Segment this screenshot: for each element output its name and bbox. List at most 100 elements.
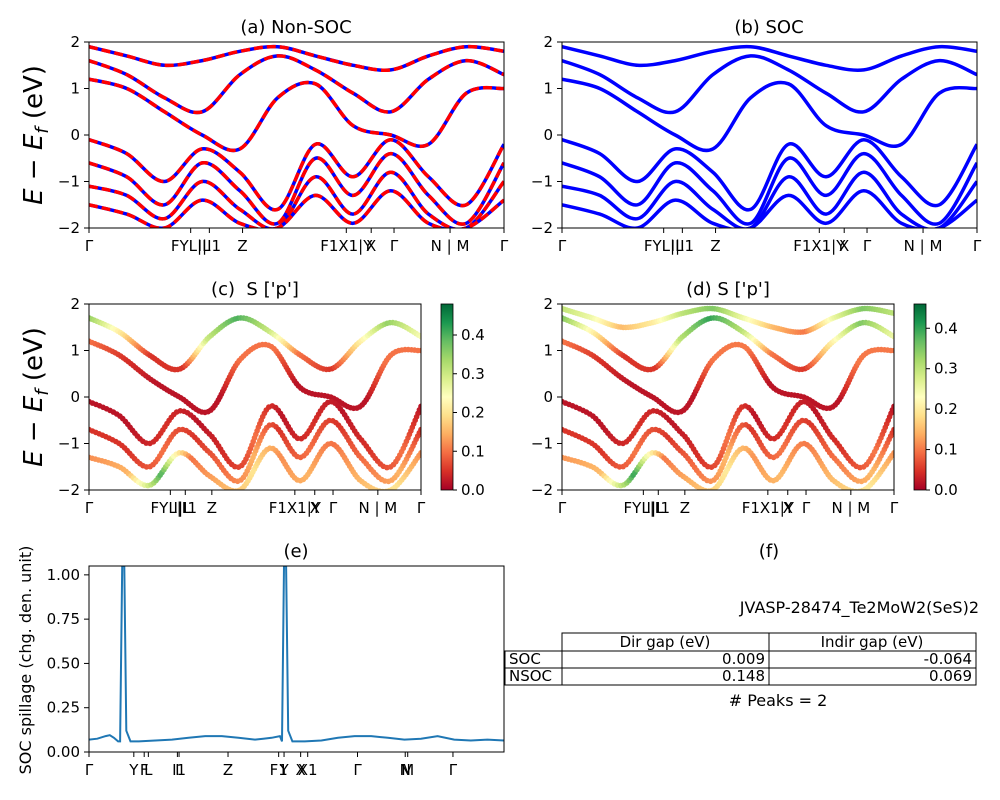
x-tick-label: FYL|L bbox=[644, 237, 684, 255]
x-tick-label: X bbox=[839, 237, 849, 255]
y-tick-label: 0 bbox=[70, 388, 80, 406]
colorbar-tick-label: 0.2 bbox=[934, 400, 958, 418]
x-tick-label: Γ bbox=[390, 237, 399, 255]
x-tick-label: Γ bbox=[329, 499, 338, 517]
x-tick-label: Γ bbox=[449, 761, 458, 779]
y-tick-label: −1 bbox=[531, 173, 553, 191]
x-tick-label: Γ bbox=[417, 499, 426, 517]
panel-e-yticks: 0.00 0.25 0.50 0.75 1.00 bbox=[47, 566, 89, 761]
table-row-label: NSOC bbox=[509, 667, 552, 685]
panel-b-series bbox=[562, 44, 977, 228]
x-tick-label: X bbox=[310, 499, 320, 517]
panel-e: (e) 0.000.250.500.751.00 Γ Y FL II1 Z F1Y XX1 Γ… bbox=[47, 541, 505, 779]
colorbar-tick-label: 0.1 bbox=[461, 442, 485, 460]
y-tick-label: 1 bbox=[70, 80, 80, 98]
y-tick-label: −1 bbox=[58, 435, 80, 453]
projection-point bbox=[891, 450, 894, 456]
x-tick-label: Γ bbox=[558, 237, 567, 255]
x-tick-label: N bbox=[400, 761, 411, 779]
y-tick-label: 0.00 bbox=[47, 743, 80, 761]
y-tick-label: −2 bbox=[58, 481, 80, 499]
x-tick-label: F1X1|Y bbox=[793, 237, 846, 255]
colorbar-d-ticks: 0.0 0.1 0.2 0.3 0.4 bbox=[926, 319, 958, 499]
x-tick-label: F1 bbox=[270, 761, 288, 779]
panel-e-series bbox=[89, 566, 504, 743]
x-tick-label: M bbox=[401, 761, 414, 779]
band-line bbox=[562, 137, 977, 212]
table-cell-value: 0.069 bbox=[929, 667, 972, 685]
y-tick-label: 0 bbox=[543, 388, 553, 406]
colorbar-tick-label: 0.1 bbox=[934, 441, 958, 459]
ylabel-band-top: E − Ef (eV) bbox=[19, 65, 53, 205]
x-tick-label: Z bbox=[223, 761, 233, 779]
x-tick-label: L bbox=[144, 761, 153, 779]
projection-point bbox=[418, 333, 421, 340]
panel-e-xticks: Γ Y FL II1 Z F1Y XX1 Γ NM Γ bbox=[85, 752, 458, 779]
x-tick-label: F1X1|Y bbox=[742, 499, 795, 517]
colorbar-c-ticks: 0.0 0.1 0.2 0.3 0.4 bbox=[453, 326, 485, 499]
y-tick-label: 2 bbox=[543, 33, 553, 51]
x-tick-label: I bbox=[175, 761, 179, 779]
projection-point bbox=[418, 426, 421, 433]
y-tick-label: −1 bbox=[58, 173, 80, 191]
x-tick-label: Γ bbox=[863, 237, 872, 255]
panel-e-title: (e) bbox=[283, 541, 308, 562]
y-tick-label: 1.00 bbox=[47, 566, 80, 584]
y-tick-label: 0 bbox=[543, 126, 553, 144]
x-tick-label: I|I1 bbox=[198, 237, 221, 255]
x-tick-label: I|I1 bbox=[647, 499, 670, 517]
table-header-indir: Indir gap (eV) bbox=[821, 633, 924, 651]
x-tick-label: Z bbox=[710, 237, 720, 255]
panel-a-yticks: −2 −1 0 1 2 bbox=[58, 33, 89, 237]
x-tick-label: X bbox=[783, 499, 793, 517]
projection-point bbox=[418, 347, 421, 354]
panel-f-title: (f) bbox=[759, 541, 779, 562]
x-tick-label: I|I1 bbox=[671, 237, 694, 255]
material-id: JVASP-28474_Te2MoW2(SeS)2 bbox=[739, 598, 979, 618]
ylabel-band-mid: E − Ef (eV) bbox=[19, 327, 53, 467]
x-tick-label: Γ bbox=[85, 761, 94, 779]
panel-a-title: (a) Non-SOC bbox=[240, 17, 351, 38]
x-tick-label: N | M bbox=[431, 237, 470, 255]
x-tick-label: X bbox=[296, 761, 306, 779]
band-line-nsoc bbox=[89, 189, 504, 228]
colorbar-tick-label: 0.4 bbox=[934, 319, 958, 337]
x-tick-label: Γ bbox=[890, 499, 899, 517]
x-tick-label: N | M bbox=[358, 499, 397, 517]
x-tick-label: N | M bbox=[904, 237, 943, 255]
panel-a-series bbox=[89, 44, 504, 228]
panel-c-yticks: −2 −1 0 1 2 bbox=[58, 295, 89, 499]
colorbar-d bbox=[913, 303, 927, 491]
band-line bbox=[562, 151, 977, 226]
colorbar-c bbox=[440, 303, 454, 491]
projection-point bbox=[891, 347, 894, 354]
band-line bbox=[562, 189, 977, 228]
y-tick-label: −2 bbox=[531, 481, 553, 499]
panel-b-title: (b) SOC bbox=[734, 17, 803, 38]
y-tick-label: 2 bbox=[70, 33, 80, 51]
y-tick-label: 1 bbox=[70, 342, 80, 360]
x-tick-label: Γ bbox=[500, 237, 509, 255]
table-cell bbox=[768, 667, 977, 686]
x-tick-label: X bbox=[366, 237, 376, 255]
table-cell-value: -0.064 bbox=[924, 650, 972, 668]
panel-e-frame bbox=[88, 565, 505, 753]
table-cell-value: 0.148 bbox=[722, 667, 765, 685]
projection-point bbox=[891, 310, 894, 317]
y-tick-label: 2 bbox=[543, 295, 553, 313]
x-tick-label: Γ bbox=[85, 237, 94, 255]
x-tick-label: Y bbox=[278, 761, 289, 779]
y-tick-label: 0.25 bbox=[47, 699, 80, 717]
panel-d-yticks: −2 −1 0 1 2 bbox=[531, 295, 562, 499]
y-tick-label: 0.75 bbox=[47, 610, 80, 628]
x-tick-label: F1X1|Y bbox=[269, 499, 322, 517]
colorbar-tick-label: 0.3 bbox=[934, 360, 958, 378]
panel-d-series bbox=[562, 305, 894, 490]
colorbar-tick-label: 0.2 bbox=[461, 404, 485, 422]
x-tick-label: X1 bbox=[298, 761, 318, 779]
y-tick-label: 1 bbox=[543, 342, 553, 360]
